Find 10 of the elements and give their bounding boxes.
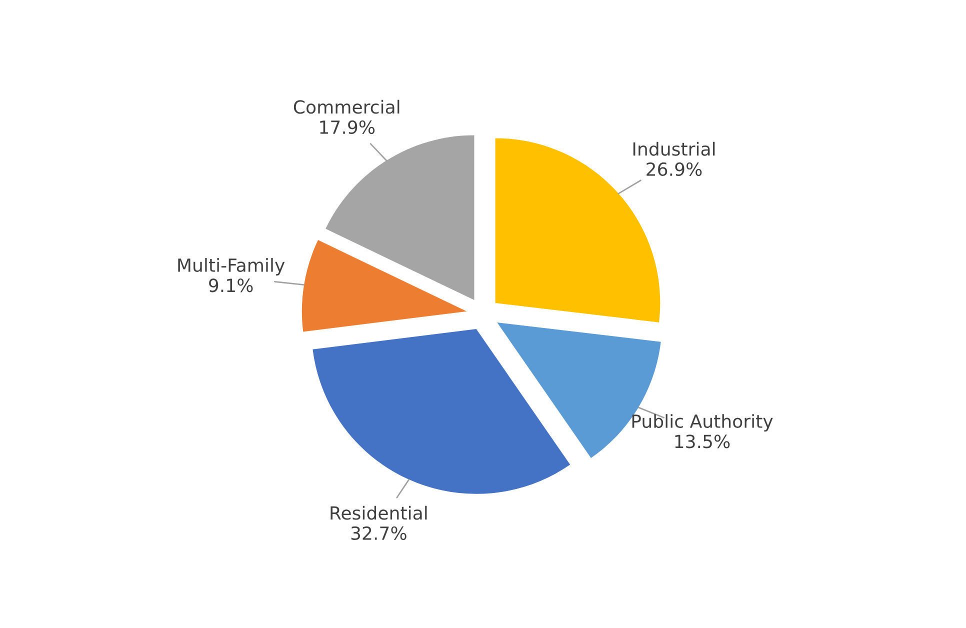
data-label: 9.1% bbox=[209, 278, 253, 292]
data-label: 17.9% bbox=[320, 120, 375, 134]
slice-label: Multi-Family bbox=[178, 258, 285, 276]
data-label: 32.7% bbox=[351, 526, 406, 540]
slice-label: Industrial bbox=[633, 142, 715, 156]
slice-label: Public Authority bbox=[632, 414, 773, 432]
data-label: 26.9% bbox=[646, 162, 702, 176]
slice-label: Commercial bbox=[294, 100, 400, 114]
data-label: 13.5% bbox=[675, 434, 730, 448]
slice-label: Residential bbox=[330, 506, 427, 520]
